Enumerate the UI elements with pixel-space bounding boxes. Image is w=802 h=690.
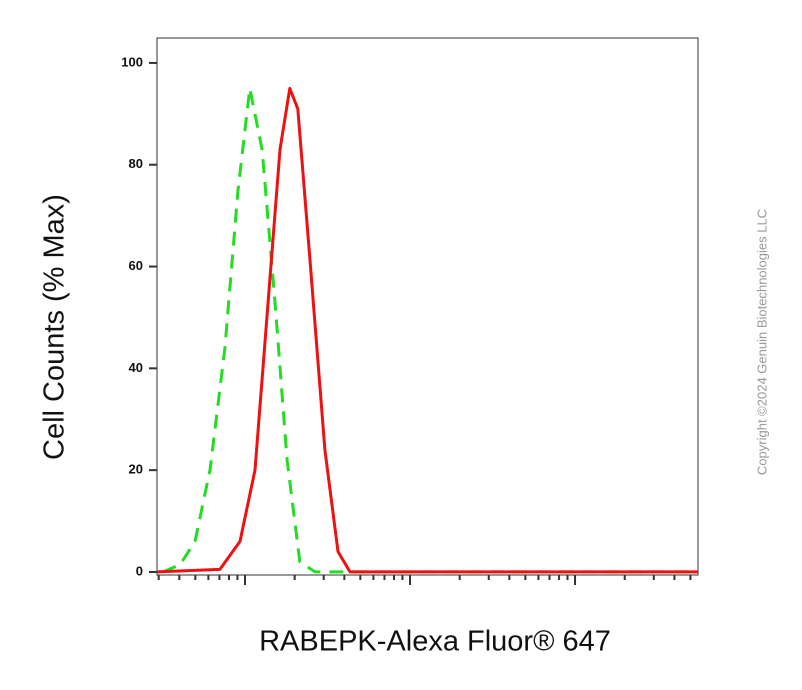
- y-axis-label: Cell Counts (% Max): [39, 194, 71, 460]
- y-tick-label: 80: [129, 156, 143, 171]
- histogram-line: [156, 86, 698, 574]
- y-tick-label: 0: [136, 563, 143, 578]
- y-tick-label: 100: [121, 54, 143, 69]
- plot-frame: [156, 37, 699, 576]
- histogram-line: [162, 86, 698, 574]
- copyright: Copyright ©2024 Genuin Biotechnologies L…: [754, 209, 769, 475]
- y-tick-label: 20: [129, 462, 143, 477]
- y-tick-label: 60: [129, 258, 143, 273]
- y-tick-label: 40: [129, 360, 143, 375]
- x-axis-label: RABEPK-Alexa Fluor® 647: [259, 626, 611, 658]
